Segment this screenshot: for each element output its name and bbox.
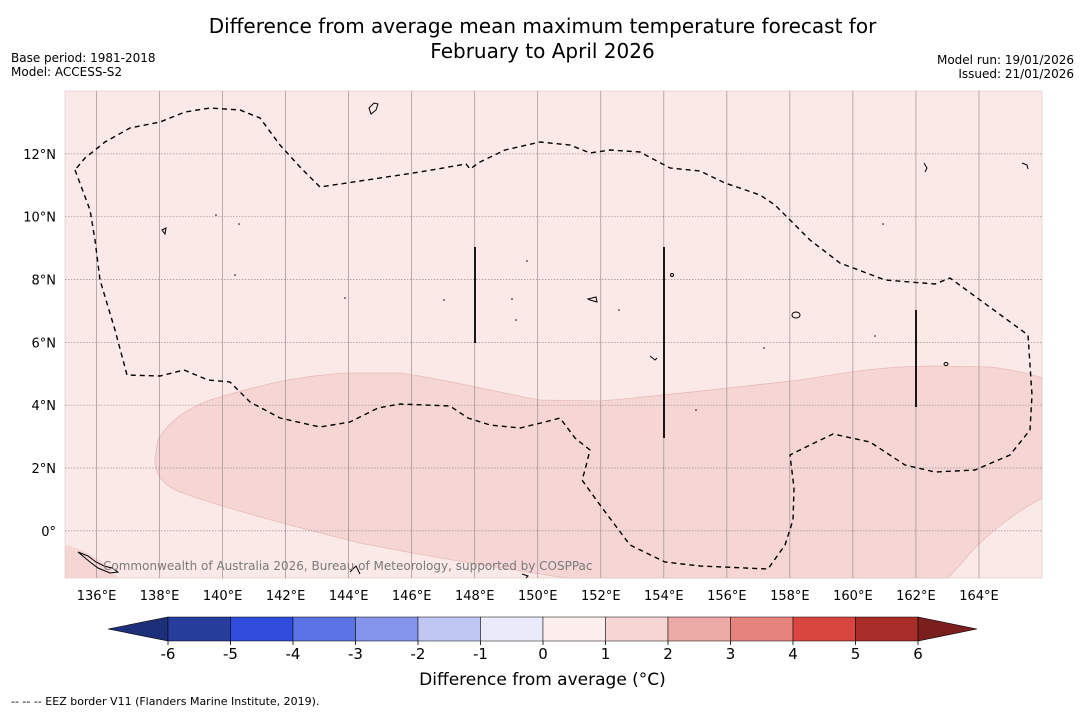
island-outline bbox=[1021, 162, 1029, 170]
colorbar-swatch bbox=[667, 616, 731, 642]
longitude-tick-label: 150°E bbox=[518, 589, 558, 604]
colorbar-swatch bbox=[480, 616, 544, 642]
longitude-tick-label: 154°E bbox=[644, 589, 684, 604]
colorbar-swatch bbox=[167, 616, 231, 642]
island-outline bbox=[77, 551, 120, 574]
eez-border-fsm bbox=[74, 107, 1033, 570]
latitude-tick-label: 2°N bbox=[32, 462, 57, 477]
warm-anomaly-region bbox=[154, 365, 1043, 579]
colorbar-tick-label: 5 bbox=[851, 645, 861, 663]
eez-borders bbox=[74, 107, 1033, 570]
island-outline bbox=[791, 311, 801, 319]
boundary-lines bbox=[474, 247, 917, 438]
colorbar-tick-label: 2 bbox=[663, 645, 673, 663]
latitude-labels: 0° 2°N 4°N 6°N 8°N 10°N 12°N bbox=[23, 148, 56, 540]
longitude-tick-label: 152°E bbox=[581, 589, 621, 604]
colorbar-tick-label: -6 bbox=[161, 645, 176, 663]
colorbar-tick-label: -5 bbox=[223, 645, 238, 663]
atoll-dot bbox=[215, 214, 217, 216]
island-outline bbox=[943, 362, 949, 366]
atoll-dot bbox=[874, 335, 876, 337]
map-panel bbox=[64, 90, 1043, 579]
island-outline bbox=[649, 355, 658, 361]
island-outline bbox=[586, 296, 598, 303]
longitude-tick-label: 156°E bbox=[707, 589, 747, 604]
island-outline bbox=[670, 273, 674, 277]
latitude-tick-label: 8°N bbox=[32, 274, 57, 289]
colorbar-swatch bbox=[292, 616, 356, 642]
colorbar-swatch bbox=[730, 616, 794, 642]
colorbar-tick-label: 0 bbox=[538, 645, 548, 663]
colorbar-extend-low bbox=[107, 616, 169, 642]
atoll-dot bbox=[763, 347, 765, 349]
island-outline bbox=[368, 102, 379, 115]
atoll-dot bbox=[238, 223, 240, 225]
atoll-dot bbox=[515, 319, 517, 321]
longitude-tick-label: 142°E bbox=[266, 589, 306, 604]
longitude-labels: 136°E 138°E 140°E 142°E 144°E 146°E 148°E 150°E… bbox=[77, 589, 999, 604]
atoll-dot bbox=[344, 297, 346, 299]
map-title: Difference from average mean maximum tem… bbox=[0, 14, 1085, 64]
latitude-tick-label: 0° bbox=[41, 525, 56, 540]
longitude-tick-label: 162°E bbox=[896, 589, 936, 604]
atoll-dot bbox=[443, 299, 445, 301]
longitude-tick-label: 136°E bbox=[77, 589, 117, 604]
atoll-dot bbox=[234, 274, 236, 276]
title-line-2: February to April 2026 bbox=[430, 39, 655, 63]
atoll-dot bbox=[511, 298, 513, 300]
longitude-tick-label: 148°E bbox=[455, 589, 495, 604]
colorbar-swatch bbox=[230, 616, 294, 642]
atoll-dots bbox=[215, 214, 884, 411]
model-run: Model run: 19/01/2026 bbox=[936, 53, 1074, 67]
latitude-tick-label: 4°N bbox=[32, 399, 57, 414]
atoll-dot bbox=[882, 223, 884, 225]
colorbar-tick-label: -4 bbox=[286, 645, 301, 663]
colorbar-tick-label: 6 bbox=[913, 645, 923, 663]
base-period: Base period: 1981-2018 bbox=[11, 51, 156, 65]
colorbar-swatch bbox=[855, 616, 919, 642]
model-name: Model: ACCESS-S2 bbox=[11, 65, 123, 79]
island-outline bbox=[521, 573, 529, 579]
meta-right: Model run: 19/01/2026 Issued: 21/01/2026 bbox=[937, 53, 1074, 81]
latitude-tick-label: 12°N bbox=[23, 148, 56, 163]
colorbar-tick-label: -2 bbox=[411, 645, 426, 663]
map-border bbox=[64, 90, 1043, 579]
colorbar-swatch bbox=[605, 616, 669, 642]
watermark: Commonwealth of Australia 2026, Bureau o… bbox=[103, 559, 593, 573]
longitude-tick-label: 164°E bbox=[959, 589, 999, 604]
colorbar-swatch bbox=[542, 616, 606, 642]
longitude-tick-label: 158°E bbox=[770, 589, 810, 604]
issued-date: Issued: 21/01/2026 bbox=[958, 67, 1074, 81]
colorbar-tick-label: 1 bbox=[601, 645, 611, 663]
atoll-dot bbox=[526, 260, 528, 262]
colorbar: -6 -5 -4 -3 -2 -1 0 1 2 3 4 5 6 bbox=[107, 616, 978, 663]
meta-left: Base period: 1981-2018 Model: ACCESS-S2 bbox=[11, 51, 156, 79]
longitude-tick-label: 138°E bbox=[140, 589, 180, 604]
warm-coastal-patch bbox=[65, 545, 118, 578]
longitude-tick-label: 140°E bbox=[203, 589, 243, 604]
colorbar-tick-label: 4 bbox=[788, 645, 798, 663]
atoll-dot bbox=[618, 309, 620, 311]
longitude-tick-label: 146°E bbox=[392, 589, 432, 604]
colorbar-swatch bbox=[792, 616, 856, 642]
colorbar-tick-label: -1 bbox=[473, 645, 488, 663]
colorbar-extend-high bbox=[917, 616, 978, 642]
colorbar-swatch bbox=[417, 616, 481, 642]
colorbar-swatch bbox=[355, 616, 419, 642]
island-outline bbox=[923, 162, 928, 173]
island-outline bbox=[349, 565, 361, 575]
longitude-tick-label: 160°E bbox=[833, 589, 873, 604]
islands bbox=[77, 102, 1029, 579]
colorbar-tick-label: 3 bbox=[726, 645, 736, 663]
colorbar-tick-label: -3 bbox=[348, 645, 363, 663]
latitude-tick-label: 10°N bbox=[23, 211, 56, 226]
atoll-dot bbox=[695, 409, 697, 411]
island-outline bbox=[161, 227, 167, 236]
latitude-tick-label: 6°N bbox=[32, 336, 57, 351]
longitude-tick-label: 144°E bbox=[329, 589, 369, 604]
footnote: -- -- -- EEZ border V11 (Flanders Marine… bbox=[11, 695, 320, 708]
colorbar-label: Difference from average (°C) bbox=[419, 670, 666, 690]
title-line-1: Difference from average mean maximum tem… bbox=[208, 14, 877, 38]
